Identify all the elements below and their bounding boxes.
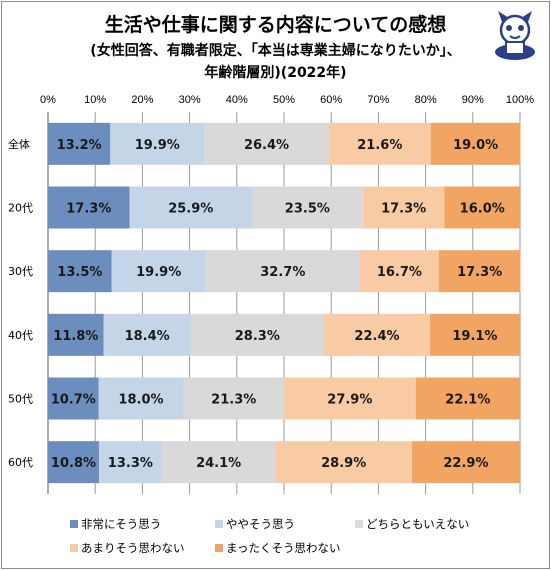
bar-segment xyxy=(415,377,520,420)
bar-segment xyxy=(183,377,284,420)
chart-subtitle-line1: (女性回答、有職者限定、「本当は専業主婦になりたいか」、 xyxy=(90,43,461,59)
data-label: 17.3% xyxy=(66,202,111,217)
data-label: 19.9% xyxy=(135,138,180,153)
bar-segment xyxy=(438,250,521,293)
data-label: 16.7% xyxy=(377,265,422,280)
bar-segment xyxy=(48,377,99,420)
legend-label: ややそう思う xyxy=(226,517,295,531)
bar-segment xyxy=(48,441,99,484)
data-label: 19.1% xyxy=(452,329,497,344)
legend-item: どちらともいえない xyxy=(355,516,469,532)
legend-label: どちらともいえない xyxy=(366,517,470,531)
bar-segment xyxy=(161,441,276,484)
data-label: 18.4% xyxy=(125,329,170,344)
bar-segment xyxy=(48,250,112,293)
bar-segment xyxy=(362,186,445,229)
bar-segment xyxy=(429,313,520,356)
x-tick-label: 30% xyxy=(179,94,201,106)
x-tick-label: 20% xyxy=(131,94,153,106)
bar-segment xyxy=(48,122,111,165)
data-label: 25.9% xyxy=(168,202,213,217)
data-label: 28.9% xyxy=(321,456,366,471)
data-label: 32.7% xyxy=(260,265,305,280)
data-label: 22.4% xyxy=(354,329,399,344)
data-label: 13.2% xyxy=(57,138,102,153)
category-label: 全体 xyxy=(8,137,30,151)
bar-segment xyxy=(411,441,520,484)
data-label: 22.1% xyxy=(445,393,490,408)
data-label: 26.4% xyxy=(244,138,289,153)
x-tick-label: 80% xyxy=(415,94,437,106)
data-label: 19.9% xyxy=(136,265,181,280)
bar-segment xyxy=(324,313,430,356)
bar-segment xyxy=(359,250,439,293)
x-tick-label: 0% xyxy=(40,94,56,106)
data-label: 19.0% xyxy=(453,138,498,153)
data-label: 17.3% xyxy=(381,202,426,217)
bar-segment xyxy=(190,313,325,356)
data-label: 21.6% xyxy=(357,138,402,153)
bar-segment xyxy=(111,250,206,293)
bar-segment xyxy=(430,122,521,165)
data-label: 22.9% xyxy=(443,456,488,471)
category-label: 40代 xyxy=(8,329,33,342)
category-label: 20代 xyxy=(8,202,33,215)
legend-swatch xyxy=(70,520,78,528)
legend-swatch xyxy=(215,520,223,528)
bar-segment xyxy=(48,186,130,229)
x-tick-label: 50% xyxy=(273,94,295,106)
legend-swatch xyxy=(215,544,223,552)
bar-segment xyxy=(251,186,363,229)
data-label: 24.1% xyxy=(196,456,241,471)
data-label: 10.7% xyxy=(51,393,96,408)
bar-segment xyxy=(284,377,416,420)
data-label: 13.5% xyxy=(57,265,102,280)
x-tick-label: 10% xyxy=(84,94,106,106)
data-label: 28.3% xyxy=(235,329,280,344)
data-label: 10.8% xyxy=(51,456,96,471)
chart-subtitle-line2: 年齢階層別)(2022年) xyxy=(204,65,347,81)
category-label: 50代 xyxy=(8,393,33,406)
category-label: 60代 xyxy=(8,456,33,469)
legend-label: あまりそう思わない xyxy=(81,541,185,555)
bar-segment xyxy=(98,441,162,484)
bar-segment xyxy=(328,122,431,165)
data-label: 23.5% xyxy=(285,202,330,217)
x-tick-label: 40% xyxy=(226,94,248,106)
legend-item: まったくそう思わない xyxy=(215,540,341,556)
data-label: 21.3% xyxy=(211,393,256,408)
bar-segment xyxy=(48,313,104,356)
legend-item: あまりそう思わない xyxy=(70,540,185,556)
x-tick-label: 70% xyxy=(367,94,389,106)
bar-segment xyxy=(110,122,205,165)
legend-label: 非常にそう思う xyxy=(81,517,162,531)
legend-swatch xyxy=(355,520,363,528)
category-label: 30代 xyxy=(8,265,33,278)
legend-item: ややそう思う xyxy=(215,516,295,532)
mascot-logo-icon xyxy=(495,11,535,60)
bar-segment xyxy=(444,186,520,229)
x-tick-label: 100% xyxy=(506,94,534,106)
x-tick-label: 90% xyxy=(462,94,484,106)
data-label: 27.9% xyxy=(327,393,372,408)
bar-segment xyxy=(204,122,329,165)
data-label: 13.3% xyxy=(108,456,153,471)
legend-label: まったくそう思わない xyxy=(226,541,341,555)
data-label: 18.0% xyxy=(118,393,163,408)
legend-swatch xyxy=(70,544,78,552)
bar-segment xyxy=(205,250,360,293)
legend-item: 非常にそう思う xyxy=(70,516,161,532)
data-label: 16.0% xyxy=(460,202,505,217)
bar-segment xyxy=(275,441,412,484)
bar-segment xyxy=(129,186,252,229)
bar-segment xyxy=(98,377,184,420)
bar-segment xyxy=(103,313,191,356)
x-tick-label: 60% xyxy=(320,94,342,106)
data-label: 17.3% xyxy=(457,265,502,280)
chart-title: 生活や仕事に関する内容についての感想 xyxy=(104,14,447,36)
data-label: 11.8% xyxy=(53,329,98,344)
